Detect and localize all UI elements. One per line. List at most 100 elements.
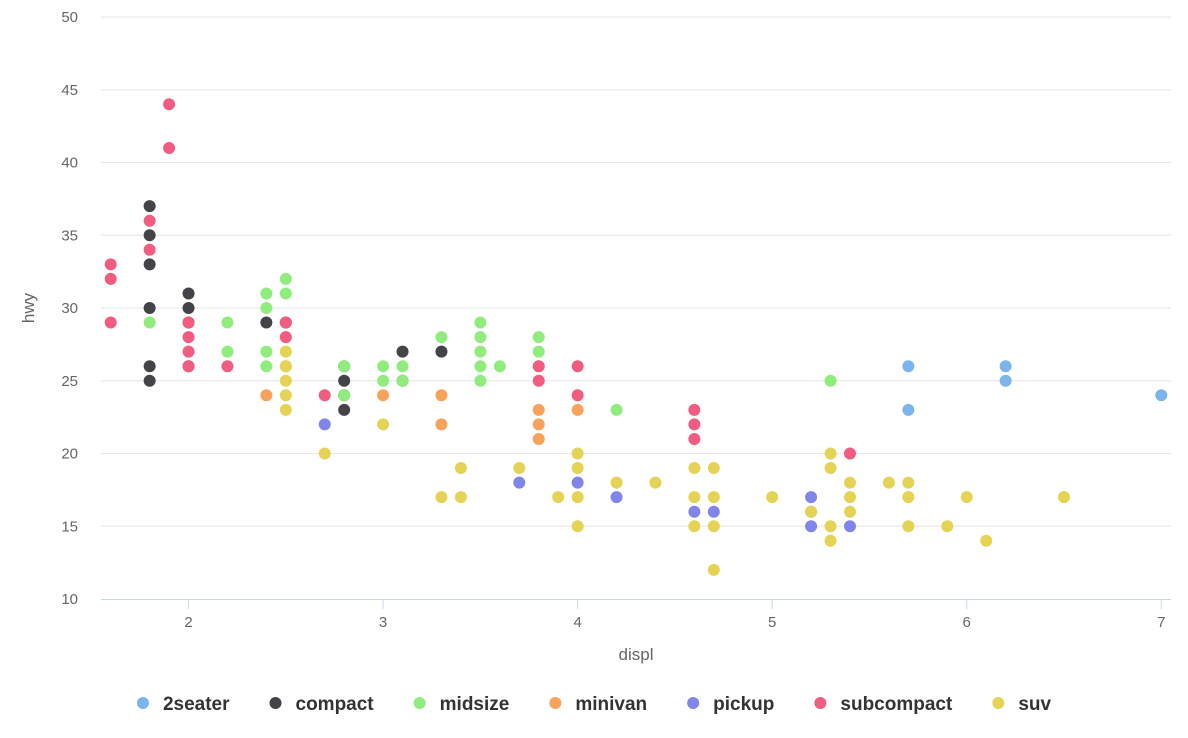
point-suv: [318, 447, 331, 460]
legend-marker: [269, 697, 282, 709]
y-tick-label: 35: [61, 227, 78, 244]
point-compact: [338, 403, 351, 416]
point-subcompact: [571, 389, 584, 402]
point-midsize: [824, 374, 837, 387]
point-suv: [707, 462, 720, 475]
point-compact: [143, 200, 156, 213]
point-midsize: [377, 374, 390, 387]
y-tick-label: 10: [61, 591, 78, 608]
point-subcompact: [182, 316, 195, 329]
point-midsize: [396, 360, 409, 373]
point-midsize: [279, 272, 292, 285]
point-subcompact: [688, 403, 701, 416]
point-suv: [571, 447, 584, 460]
series-suv: [279, 345, 1070, 576]
point-subcompact: [844, 447, 856, 460]
point-subcompact: [221, 360, 234, 373]
point-midsize: [143, 316, 156, 329]
point-suv: [824, 462, 837, 475]
legend-label: midsize: [440, 694, 510, 715]
point-suv: [610, 476, 623, 489]
point-subcompact: [104, 316, 117, 329]
point-subcompact: [182, 331, 195, 344]
point-suv: [688, 462, 701, 475]
point-midsize: [474, 331, 487, 344]
legend-label: compact: [296, 694, 375, 715]
point-2seater: [999, 360, 1012, 373]
legend-marker: [136, 697, 149, 709]
point-suv: [844, 476, 856, 489]
point-pickup: [805, 520, 818, 533]
point-midsize: [260, 302, 273, 314]
point-compact: [182, 302, 195, 314]
legend-item-midsize: midsize: [413, 694, 510, 715]
point-midsize: [377, 360, 390, 373]
x-tick-label: 7: [1157, 614, 1165, 631]
legend-marker: [992, 697, 1005, 709]
point-midsize: [474, 316, 487, 329]
point-pickup: [707, 505, 720, 518]
point-midsize: [338, 360, 351, 373]
x-tick-label: 6: [963, 614, 971, 631]
legend-marker: [413, 697, 426, 709]
point-midsize: [610, 403, 623, 416]
x-axis-ticks: 2 3 4 5 6 7: [184, 599, 1165, 631]
legend-item-subcompact: subcompact: [814, 694, 953, 715]
y-tick-label: 40: [61, 155, 78, 172]
y-axis-ticks: 10 15 20 25 30 35 40 45 50: [61, 9, 78, 608]
point-subcompact: [182, 345, 195, 358]
point-suv: [707, 491, 720, 504]
y-tick-label: 30: [61, 300, 78, 317]
point-compact: [143, 360, 156, 373]
point-suv: [571, 491, 584, 504]
legend-label: subcompact: [840, 694, 953, 715]
point-subcompact: [571, 360, 584, 373]
point-2seater: [1155, 389, 1168, 402]
point-midsize: [279, 287, 292, 300]
series-midsize: [143, 272, 837, 416]
x-axis-title: displ: [619, 645, 654, 664]
point-suv: [902, 476, 915, 489]
point-suv: [454, 462, 467, 475]
point-suv: [844, 491, 856, 504]
point-pickup: [610, 491, 623, 504]
point-midsize: [221, 316, 234, 329]
point-suv: [824, 520, 837, 533]
point-pickup: [688, 505, 701, 518]
point-midsize: [221, 345, 234, 358]
point-minivan: [571, 403, 584, 416]
point-minivan: [532, 418, 545, 431]
point-pickup: [844, 520, 856, 533]
point-midsize: [474, 360, 487, 373]
legend-marker: [814, 697, 827, 709]
legend-item-compact: compact: [269, 694, 375, 715]
legend-item-pickup: pickup: [687, 694, 774, 715]
point-midsize: [532, 331, 545, 344]
legend-marker: [549, 697, 562, 709]
point-minivan: [260, 389, 273, 402]
point-compact: [435, 345, 448, 358]
point-subcompact: [163, 141, 176, 154]
point-minivan: [532, 403, 545, 416]
point-suv: [707, 520, 720, 533]
point-suv: [279, 403, 292, 416]
point-suv: [649, 476, 662, 489]
point-suv: [279, 360, 292, 373]
legend-label: pickup: [713, 694, 774, 715]
point-midsize: [338, 389, 351, 402]
point-subcompact: [532, 360, 545, 373]
data-points: [104, 98, 1168, 576]
point-suv: [279, 389, 292, 402]
point-subcompact: [279, 331, 292, 344]
point-suv: [824, 534, 837, 547]
point-compact: [396, 345, 409, 358]
point-suv: [513, 462, 526, 475]
point-subcompact: [182, 360, 195, 373]
point-subcompact: [143, 214, 156, 227]
point-suv: [960, 491, 973, 504]
legend-marker: [687, 697, 700, 709]
point-suv: [766, 491, 779, 504]
point-suv: [454, 491, 467, 504]
y-axis-title: hwy: [19, 292, 38, 323]
point-suv: [707, 563, 720, 576]
